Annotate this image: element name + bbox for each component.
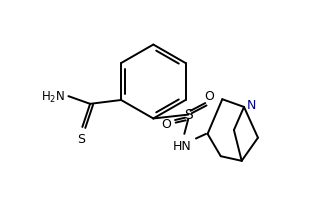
Text: O: O xyxy=(204,90,214,103)
Text: N: N xyxy=(246,99,256,112)
Text: S: S xyxy=(77,133,85,146)
Text: S: S xyxy=(184,108,193,122)
Text: HN: HN xyxy=(173,140,191,153)
Text: O: O xyxy=(161,118,171,131)
Text: H$_2$N: H$_2$N xyxy=(41,90,65,105)
